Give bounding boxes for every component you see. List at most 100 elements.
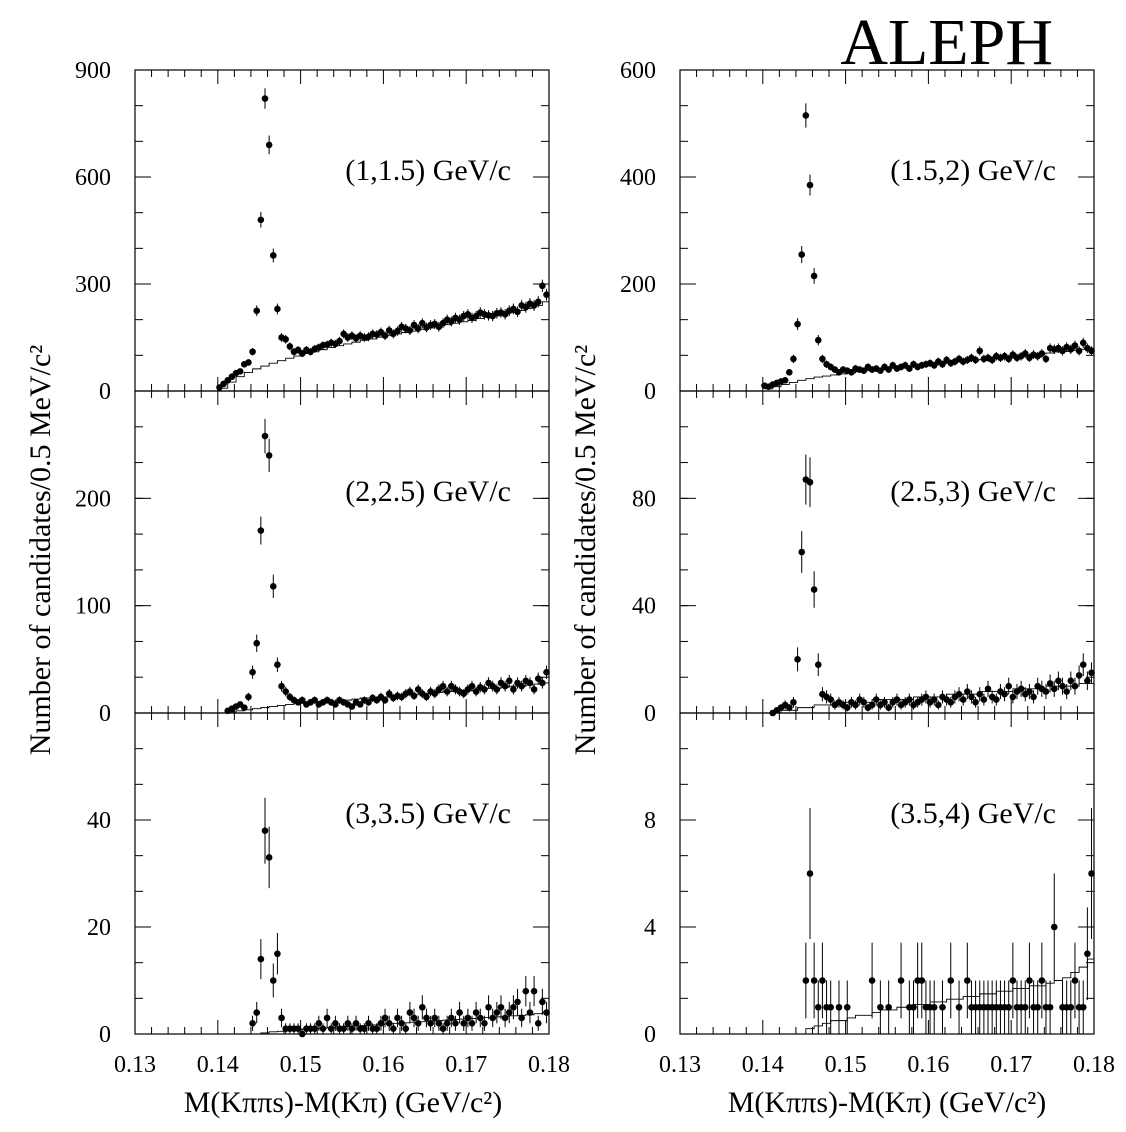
data-point (539, 998, 546, 1006)
data-point (955, 690, 963, 698)
data-point (336, 337, 343, 345)
data-point (427, 1020, 434, 1027)
data-point (794, 656, 801, 663)
data-point (526, 679, 534, 687)
panel-label: (2,2.5) GeV/c (345, 475, 511, 508)
data-point (348, 703, 356, 710)
data-point (319, 1025, 327, 1032)
data-point (930, 1003, 938, 1011)
data-point (1071, 682, 1079, 690)
data-point (810, 586, 818, 593)
data-point (406, 327, 414, 334)
data-point (265, 452, 273, 459)
data-point (365, 698, 372, 706)
data-point (311, 1025, 318, 1032)
data-point (356, 701, 364, 708)
y-tick-label: 40 (87, 808, 111, 834)
data-point (518, 682, 525, 690)
data-point (439, 682, 447, 690)
data-point (893, 696, 901, 703)
data-point (852, 701, 859, 709)
data-point (827, 1003, 834, 1011)
data-point (530, 987, 538, 995)
y-tick-label: 0 (99, 1022, 111, 1048)
data-point (972, 356, 979, 364)
x-tick-label: 0.15 (280, 1052, 322, 1078)
x-tick-label: 0.15 (825, 1052, 867, 1078)
data-point (505, 677, 513, 685)
y-tick-label: 400 (620, 165, 656, 191)
data-point (1042, 355, 1050, 363)
data-point (253, 639, 261, 647)
data-point (460, 690, 468, 697)
y-tick-label: 8 (644, 808, 656, 834)
data-point (1009, 693, 1017, 701)
data-point (327, 1025, 335, 1032)
data-point (452, 1020, 459, 1027)
data-point (1075, 347, 1083, 355)
data-point (481, 686, 488, 693)
data-point (344, 1020, 352, 1027)
data-point (431, 1014, 439, 1022)
data-point (385, 690, 393, 697)
data-point (543, 291, 550, 299)
data-point (253, 1009, 261, 1016)
data-point (1071, 342, 1079, 349)
data-point (785, 704, 793, 711)
data-point (1084, 677, 1091, 685)
panel-label: (2.5,3) GeV/c (890, 475, 1056, 508)
data-point (514, 308, 521, 316)
data-point (802, 977, 810, 984)
data-point (282, 335, 289, 343)
data-point (897, 977, 905, 984)
y-tick-label: 20 (87, 915, 111, 941)
data-point (1079, 1003, 1087, 1011)
y-tick-label: 40 (632, 594, 656, 620)
data-point (1063, 688, 1070, 695)
data-point (257, 955, 265, 963)
data-point (485, 1003, 492, 1011)
data-point (476, 1014, 484, 1022)
data-point (269, 252, 277, 259)
data-point (1075, 672, 1083, 679)
plot-frame (679, 390, 1095, 714)
panel-top-left: 0 300 600 900 (1,1.5) GeV/c (75, 58, 550, 405)
data-point (1005, 1003, 1013, 1011)
data-point (332, 701, 339, 708)
data-point (522, 987, 530, 995)
data-point (423, 1014, 430, 1022)
data-point (481, 1020, 488, 1027)
data-point (790, 355, 797, 363)
data-point (1030, 693, 1037, 701)
data-point (1088, 669, 1095, 677)
y-tick-label: 900 (75, 58, 111, 84)
data-point (249, 348, 256, 356)
x-tick-label: 0.17 (445, 1052, 487, 1078)
data-point (414, 686, 422, 693)
data-point (447, 1014, 455, 1022)
data-point (294, 1025, 302, 1032)
data-point (539, 282, 546, 290)
x-tick-label: 0.16 (362, 1052, 404, 1078)
y-axis-label-left: Number of candidates/0.5 MeV/c² (24, 345, 57, 756)
panel-label: (1.5,2) GeV/c (890, 154, 1056, 187)
plot-frame (134, 390, 550, 714)
data-point (298, 696, 306, 704)
data-point (493, 686, 501, 693)
data-point (245, 359, 252, 366)
panel-label: (3.5,4) GeV/c (890, 797, 1056, 830)
x-axis-label-right: M(Kππs)-M(Kπ) (GeV/c²) (728, 1086, 1047, 1119)
data-point (1088, 347, 1095, 355)
data-point (468, 1020, 476, 1027)
data-point (798, 548, 806, 556)
data-point (261, 95, 269, 102)
y-tick-label: 0 (99, 701, 111, 727)
data-point (443, 1020, 451, 1027)
data-point (935, 701, 942, 709)
data-point (501, 1014, 509, 1022)
data-point (881, 698, 888, 706)
data-point (785, 368, 793, 376)
data-point (885, 704, 892, 711)
data-point (918, 977, 926, 984)
data-point (245, 693, 252, 701)
